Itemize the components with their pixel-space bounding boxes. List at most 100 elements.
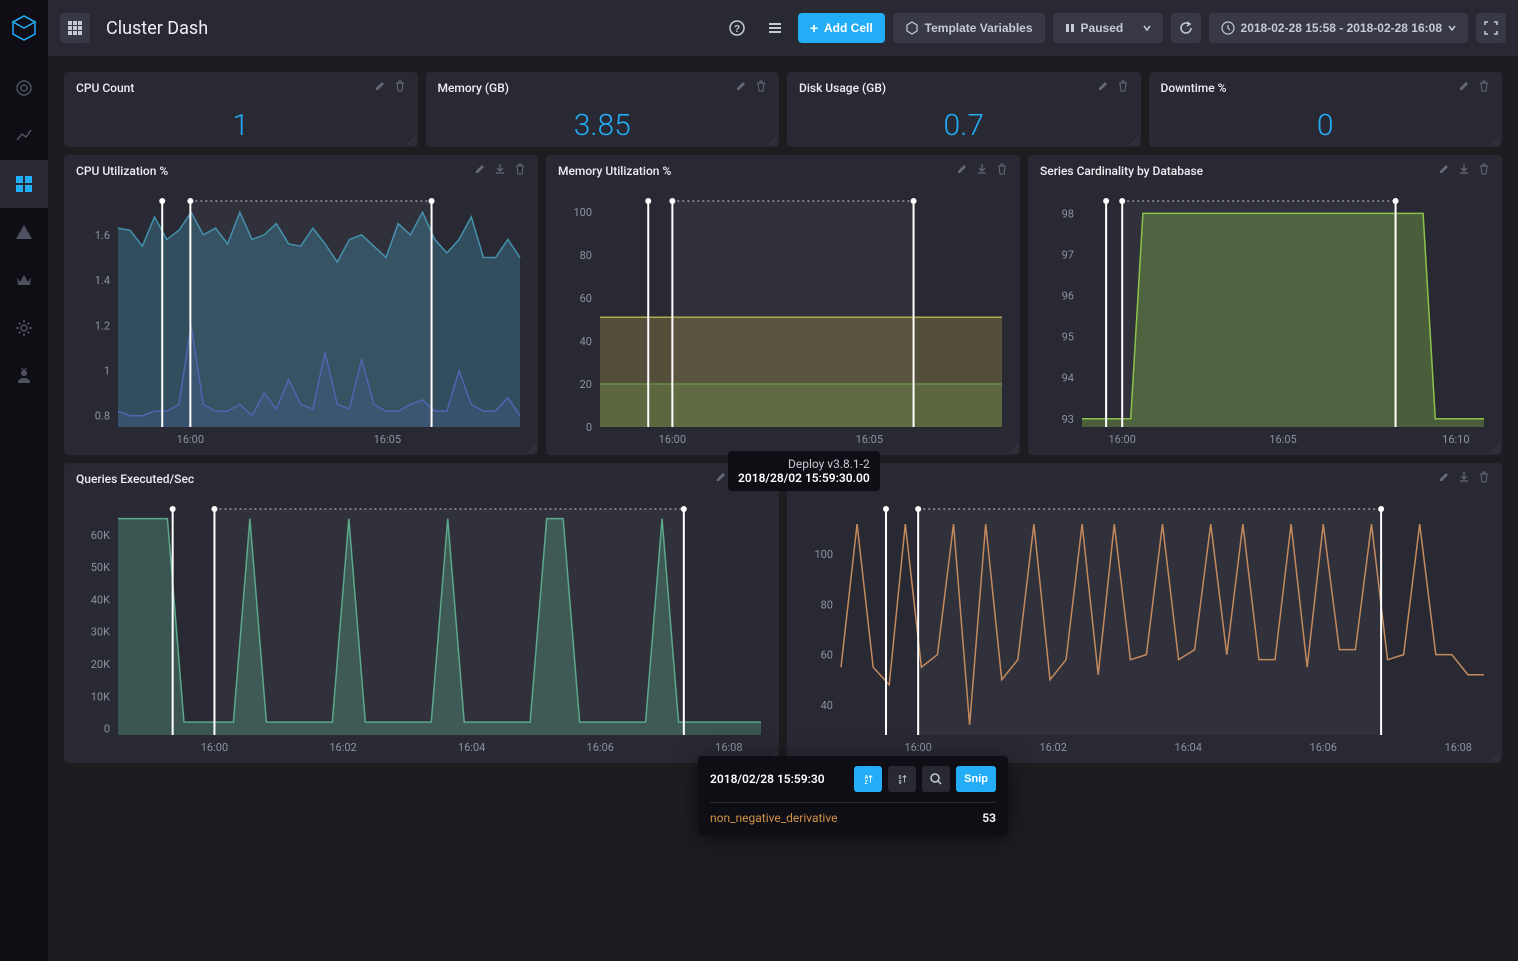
svg-text:1.2: 1.2: [95, 319, 110, 332]
svg-text:16:10: 16:10: [1442, 433, 1469, 446]
refresh-icon: [1179, 21, 1193, 35]
chart-mem-util[interactable]: 02040608010016:0016:05: [552, 193, 1010, 449]
sidebar-item-hosts[interactable]: [0, 64, 48, 112]
panel-title: Series Cardinality by Database: [1040, 164, 1430, 178]
panel-title: Per-: [799, 472, 1430, 486]
download-icon[interactable]: [976, 163, 988, 179]
svg-text:16:00: 16:00: [201, 741, 228, 754]
dashboard-switcher-icon[interactable]: [60, 13, 90, 43]
help-button[interactable]: ?: [722, 13, 752, 43]
resize-handle[interactable]: [1490, 135, 1500, 145]
dashboard-title[interactable]: Cluster Dash: [106, 18, 208, 39]
trash-icon[interactable]: [996, 163, 1008, 179]
fullscreen-icon: [1484, 21, 1498, 35]
svg-text:9: 9: [899, 780, 902, 786]
time-range-button[interactable]: 2018-02-28 15:58 - 2018-02-28 16:08: [1209, 13, 1468, 43]
svg-text:1: 1: [104, 365, 110, 378]
svg-text:16:08: 16:08: [715, 741, 742, 754]
autorefresh-button[interactable]: Paused: [1053, 13, 1163, 43]
annotation-key: non_negative_derivative: [710, 811, 837, 825]
refresh-button[interactable]: [1171, 13, 1201, 43]
template-vars-button[interactable]: Template Variables: [893, 13, 1045, 43]
panel-downtime: Downtime % 0: [1149, 72, 1503, 147]
svg-text:60: 60: [821, 649, 833, 662]
panel-title: Queries Executed/Sec: [76, 472, 707, 486]
sidebar-item-admin[interactable]: [0, 352, 48, 400]
resize-handle[interactable]: [767, 135, 777, 145]
edit-icon[interactable]: [735, 80, 747, 96]
edit-icon[interactable]: [374, 80, 386, 96]
add-cell-button[interactable]: + Add Cell: [798, 13, 885, 43]
search-icon: [930, 773, 942, 785]
resize-handle[interactable]: [1008, 443, 1018, 453]
panel-cpu-util: CPU Utilization % 0.811.21.41.616:0016:0…: [64, 155, 538, 455]
panel-title: CPU Count: [76, 81, 366, 95]
edit-icon[interactable]: [1438, 163, 1450, 179]
download-icon[interactable]: [1458, 163, 1470, 179]
chart-queries[interactable]: 010K20K30K40K50K60K16:0016:0216:0416:061…: [70, 501, 769, 757]
resize-handle[interactable]: [1490, 443, 1500, 453]
trash-icon[interactable]: [514, 163, 526, 179]
sort-num-icon: 09: [896, 772, 908, 786]
sort-alpha-button[interactable]: AZ: [854, 766, 882, 792]
edit-icon[interactable]: [1458, 80, 1470, 96]
edit-icon[interactable]: [474, 163, 486, 179]
fullscreen-button[interactable]: [1476, 13, 1506, 43]
trash-icon[interactable]: [1478, 163, 1490, 179]
resize-handle[interactable]: [1490, 751, 1500, 761]
trash-icon[interactable]: [755, 471, 767, 487]
svg-text:16:05: 16:05: [374, 433, 401, 446]
sidebar-item-alerts[interactable]: [0, 208, 48, 256]
app-logo[interactable]: [8, 12, 40, 44]
svg-text:98: 98: [1062, 207, 1074, 220]
edit-icon[interactable]: [956, 163, 968, 179]
svg-text:1.4: 1.4: [95, 274, 110, 287]
panel-title: Memory Utilization %: [558, 164, 948, 178]
panel-title: Disk Usage (GB): [799, 81, 1089, 95]
resize-handle[interactable]: [406, 135, 416, 145]
trash-icon[interactable]: [1117, 80, 1129, 96]
chart-cpu-util[interactable]: 0.811.21.41.616:0016:05: [70, 193, 528, 449]
sidebar-item-dashboards[interactable]: [0, 160, 48, 208]
stat-value: 1: [64, 104, 418, 147]
svg-text:93: 93: [1062, 413, 1074, 426]
sidebar-item-crown[interactable]: [0, 256, 48, 304]
trash-icon[interactable]: [1478, 471, 1490, 487]
panel-cardinality: Series Cardinality by Database 939495969…: [1028, 155, 1502, 455]
resize-handle[interactable]: [1129, 135, 1139, 145]
edit-icon[interactable]: [715, 471, 727, 487]
svg-text:20K: 20K: [91, 658, 110, 671]
annotations-button[interactable]: [760, 13, 790, 43]
trash-icon[interactable]: [755, 80, 767, 96]
sidebar: [0, 0, 48, 961]
trash-icon[interactable]: [394, 80, 406, 96]
search-button[interactable]: [922, 766, 950, 792]
stat-value: 0: [1149, 104, 1503, 147]
svg-text:16:05: 16:05: [856, 433, 883, 446]
svg-text:16:06: 16:06: [1310, 741, 1337, 754]
sidebar-item-config[interactable]: [0, 304, 48, 352]
panel-title: Downtime %: [1161, 81, 1451, 95]
edit-icon[interactable]: [1438, 471, 1450, 487]
resize-handle[interactable]: [526, 443, 536, 453]
panel-queries: Queries Executed/Sec 010K20K30K40K50K60K…: [64, 463, 779, 763]
sidebar-item-explore[interactable]: [0, 112, 48, 160]
download-icon[interactable]: [494, 163, 506, 179]
svg-text:1.6: 1.6: [95, 229, 110, 242]
svg-text:0: 0: [586, 421, 592, 434]
list-icon: [767, 20, 783, 36]
sort-num-button[interactable]: 09: [888, 766, 916, 792]
cube-icon: [905, 21, 919, 35]
svg-text:16:02: 16:02: [329, 741, 356, 754]
chart-perhost[interactable]: 40608010016:0016:0216:0416:0616:08: [793, 501, 1492, 757]
svg-text:Z: Z: [865, 780, 868, 786]
svg-text:95: 95: [1062, 331, 1074, 344]
snip-button[interactable]: Snip: [956, 766, 996, 792]
trash-icon[interactable]: [1478, 80, 1490, 96]
edit-icon[interactable]: [1097, 80, 1109, 96]
download-icon[interactable]: [1458, 471, 1470, 487]
svg-text:30K: 30K: [91, 626, 110, 639]
panel-memory-gb: Memory (GB) 3.85: [426, 72, 780, 147]
download-icon[interactable]: [735, 471, 747, 487]
chart-cardinality[interactable]: 93949596979816:0016:0516:10: [1034, 193, 1492, 449]
